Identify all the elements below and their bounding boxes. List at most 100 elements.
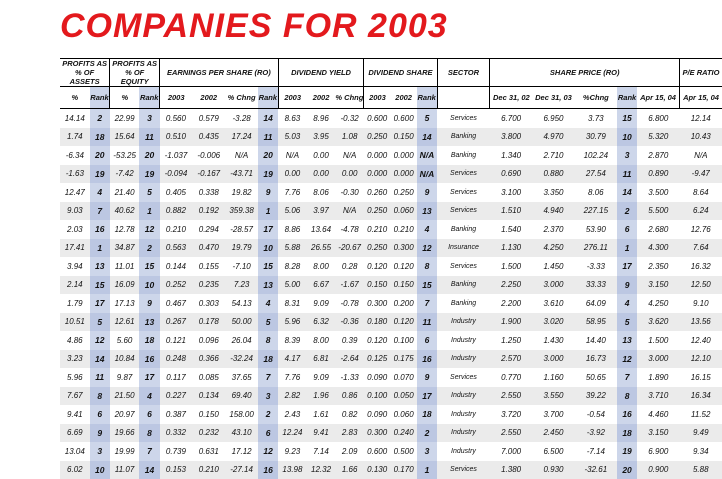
cell-yield-chng: 0.28 bbox=[335, 257, 364, 276]
cell-eps-2003: 0.510 bbox=[160, 128, 193, 147]
cell-yield-2002: 8.00 bbox=[307, 331, 336, 350]
cell-div-2002: 0.250 bbox=[390, 183, 416, 202]
cell-sector: Services bbox=[437, 109, 490, 128]
cell-div-2002: 0.240 bbox=[390, 424, 416, 443]
cell-div-2002: 0.000 bbox=[390, 165, 416, 184]
cell-pe-apr04: N/A bbox=[680, 146, 722, 165]
cell-price-rank: 7 bbox=[617, 368, 637, 387]
cell-eps-rank: 2 bbox=[258, 405, 278, 424]
cell-price-chng: 227.15 bbox=[575, 202, 617, 221]
cell-price-rank: 20 bbox=[617, 461, 637, 479]
cell-eps-2002: 0.096 bbox=[192, 331, 225, 350]
cell-div-rank: 2 bbox=[417, 424, 437, 443]
cell-eps-2002: -0.006 bbox=[192, 146, 225, 165]
cell-yield-2003: 5.00 bbox=[278, 276, 307, 295]
cell-yield-chng: -0.32 bbox=[335, 109, 364, 128]
cell-div-rank: 9 bbox=[417, 183, 437, 202]
cell-eps-rank: 7 bbox=[258, 368, 278, 387]
cell-eps-2002: -0.167 bbox=[192, 165, 225, 184]
cell-assets-pct: 14.14 bbox=[60, 109, 90, 128]
subheader-div-rank: Rank bbox=[417, 87, 437, 109]
cell-pe-apr04: 8.64 bbox=[680, 183, 722, 202]
cell-yield-chng: -1.33 bbox=[335, 368, 364, 387]
cell-price-dec03: 2.370 bbox=[532, 220, 574, 239]
cell-div-2002: 0.150 bbox=[390, 276, 416, 295]
cell-assets-rank: 7 bbox=[90, 202, 110, 221]
cell-price-apr04: 2.680 bbox=[637, 220, 679, 239]
subheader-price-apr04: Apr 15, 04 bbox=[637, 87, 679, 109]
cell-div-rank: 7 bbox=[417, 294, 437, 313]
cell-equity-rank: 15 bbox=[139, 257, 159, 276]
cell-div-rank: 13 bbox=[417, 202, 437, 221]
cell-equity-rank: 6 bbox=[139, 405, 159, 424]
cell-eps-chng: -32.24 bbox=[225, 350, 258, 369]
cell-pe-apr04: 7.64 bbox=[680, 239, 722, 258]
cell-eps-rank: 6 bbox=[258, 424, 278, 443]
cell-price-apr04: 2.350 bbox=[637, 257, 679, 276]
cell-eps-2003: 0.210 bbox=[160, 220, 193, 239]
cell-sector: Industry bbox=[437, 331, 490, 350]
cell-price-chng: 53.90 bbox=[575, 220, 617, 239]
cell-yield-2002: 3.97 bbox=[307, 202, 336, 221]
cell-price-apr04: 6.800 bbox=[637, 109, 679, 128]
cell-equity-rank: 13 bbox=[139, 313, 159, 332]
cell-yield-2003: 5.03 bbox=[278, 128, 307, 147]
cell-yield-2002: 6.81 bbox=[307, 350, 336, 369]
cell-eps-rank: 4 bbox=[258, 294, 278, 313]
cell-equity-rank: 18 bbox=[139, 331, 159, 350]
cell-assets-rank: 3 bbox=[90, 442, 110, 461]
cell-price-dec02: 2.200 bbox=[490, 294, 532, 313]
cell-eps-chng: -27.14 bbox=[225, 461, 258, 479]
cell-sector: Industry bbox=[437, 387, 490, 406]
cell-assets-rank: 18 bbox=[90, 128, 110, 147]
cell-yield-chng: 2.09 bbox=[335, 442, 364, 461]
cell-assets-rank: 2 bbox=[90, 109, 110, 128]
cell-price-rank: 9 bbox=[617, 276, 637, 295]
cell-price-rank: 12 bbox=[617, 350, 637, 369]
subheader-assets-rank: Rank bbox=[90, 87, 110, 109]
cell-equity-rank: 3 bbox=[139, 109, 159, 128]
cell-div-2002: 0.300 bbox=[390, 239, 416, 258]
cell-div-2002: 0.500 bbox=[390, 442, 416, 461]
cell-eps-2002: 0.178 bbox=[192, 313, 225, 332]
cell-div-2002: 0.060 bbox=[390, 202, 416, 221]
cell-price-rank: 11 bbox=[617, 165, 637, 184]
cell-yield-chng: -0.36 bbox=[335, 313, 364, 332]
cell-eps-chng: -28.57 bbox=[225, 220, 258, 239]
subheader-yield-chng: % Chng bbox=[335, 87, 364, 109]
cell-price-dec03: 4.970 bbox=[532, 128, 574, 147]
cell-yield-2003: 0.00 bbox=[278, 165, 307, 184]
cell-assets-pct: 4.86 bbox=[60, 331, 90, 350]
cell-div-2002: 0.175 bbox=[390, 350, 416, 369]
cell-yield-chng: -0.78 bbox=[335, 294, 364, 313]
cell-yield-2003: 8.86 bbox=[278, 220, 307, 239]
cell-price-chng: 39.22 bbox=[575, 387, 617, 406]
cell-price-dec02: 2.250 bbox=[490, 276, 532, 295]
cell-equity-rank: 10 bbox=[139, 276, 159, 295]
cell-equity-rank: 17 bbox=[139, 368, 159, 387]
cell-yield-2003: 4.17 bbox=[278, 350, 307, 369]
cell-assets-pct: 2.03 bbox=[60, 220, 90, 239]
cell-div-2003: 0.125 bbox=[364, 350, 390, 369]
cell-eps-2003: 0.332 bbox=[160, 424, 193, 443]
cell-price-rank: 17 bbox=[617, 257, 637, 276]
cell-pe-apr04: 12.14 bbox=[680, 109, 722, 128]
cell-eps-2002: 0.232 bbox=[192, 424, 225, 443]
cell-equity-rank: 2 bbox=[139, 239, 159, 258]
cell-price-rank: 14 bbox=[617, 183, 637, 202]
cell-eps-chng: -3.28 bbox=[225, 109, 258, 128]
cell-price-apr04: 3.710 bbox=[637, 387, 679, 406]
cell-yield-2002: 0.00 bbox=[307, 146, 336, 165]
cell-yield-chng: N/A bbox=[335, 202, 364, 221]
cell-div-2003: 0.000 bbox=[364, 146, 390, 165]
cell-eps-rank: 14 bbox=[258, 109, 278, 128]
cell-assets-pct: 5.96 bbox=[60, 368, 90, 387]
subheader-price-rank: Rank bbox=[617, 87, 637, 109]
cell-price-dec02: 1.540 bbox=[490, 220, 532, 239]
subheader-price-dec02: Dec 31, 02 bbox=[490, 87, 532, 109]
cell-div-2003: 0.250 bbox=[364, 202, 390, 221]
